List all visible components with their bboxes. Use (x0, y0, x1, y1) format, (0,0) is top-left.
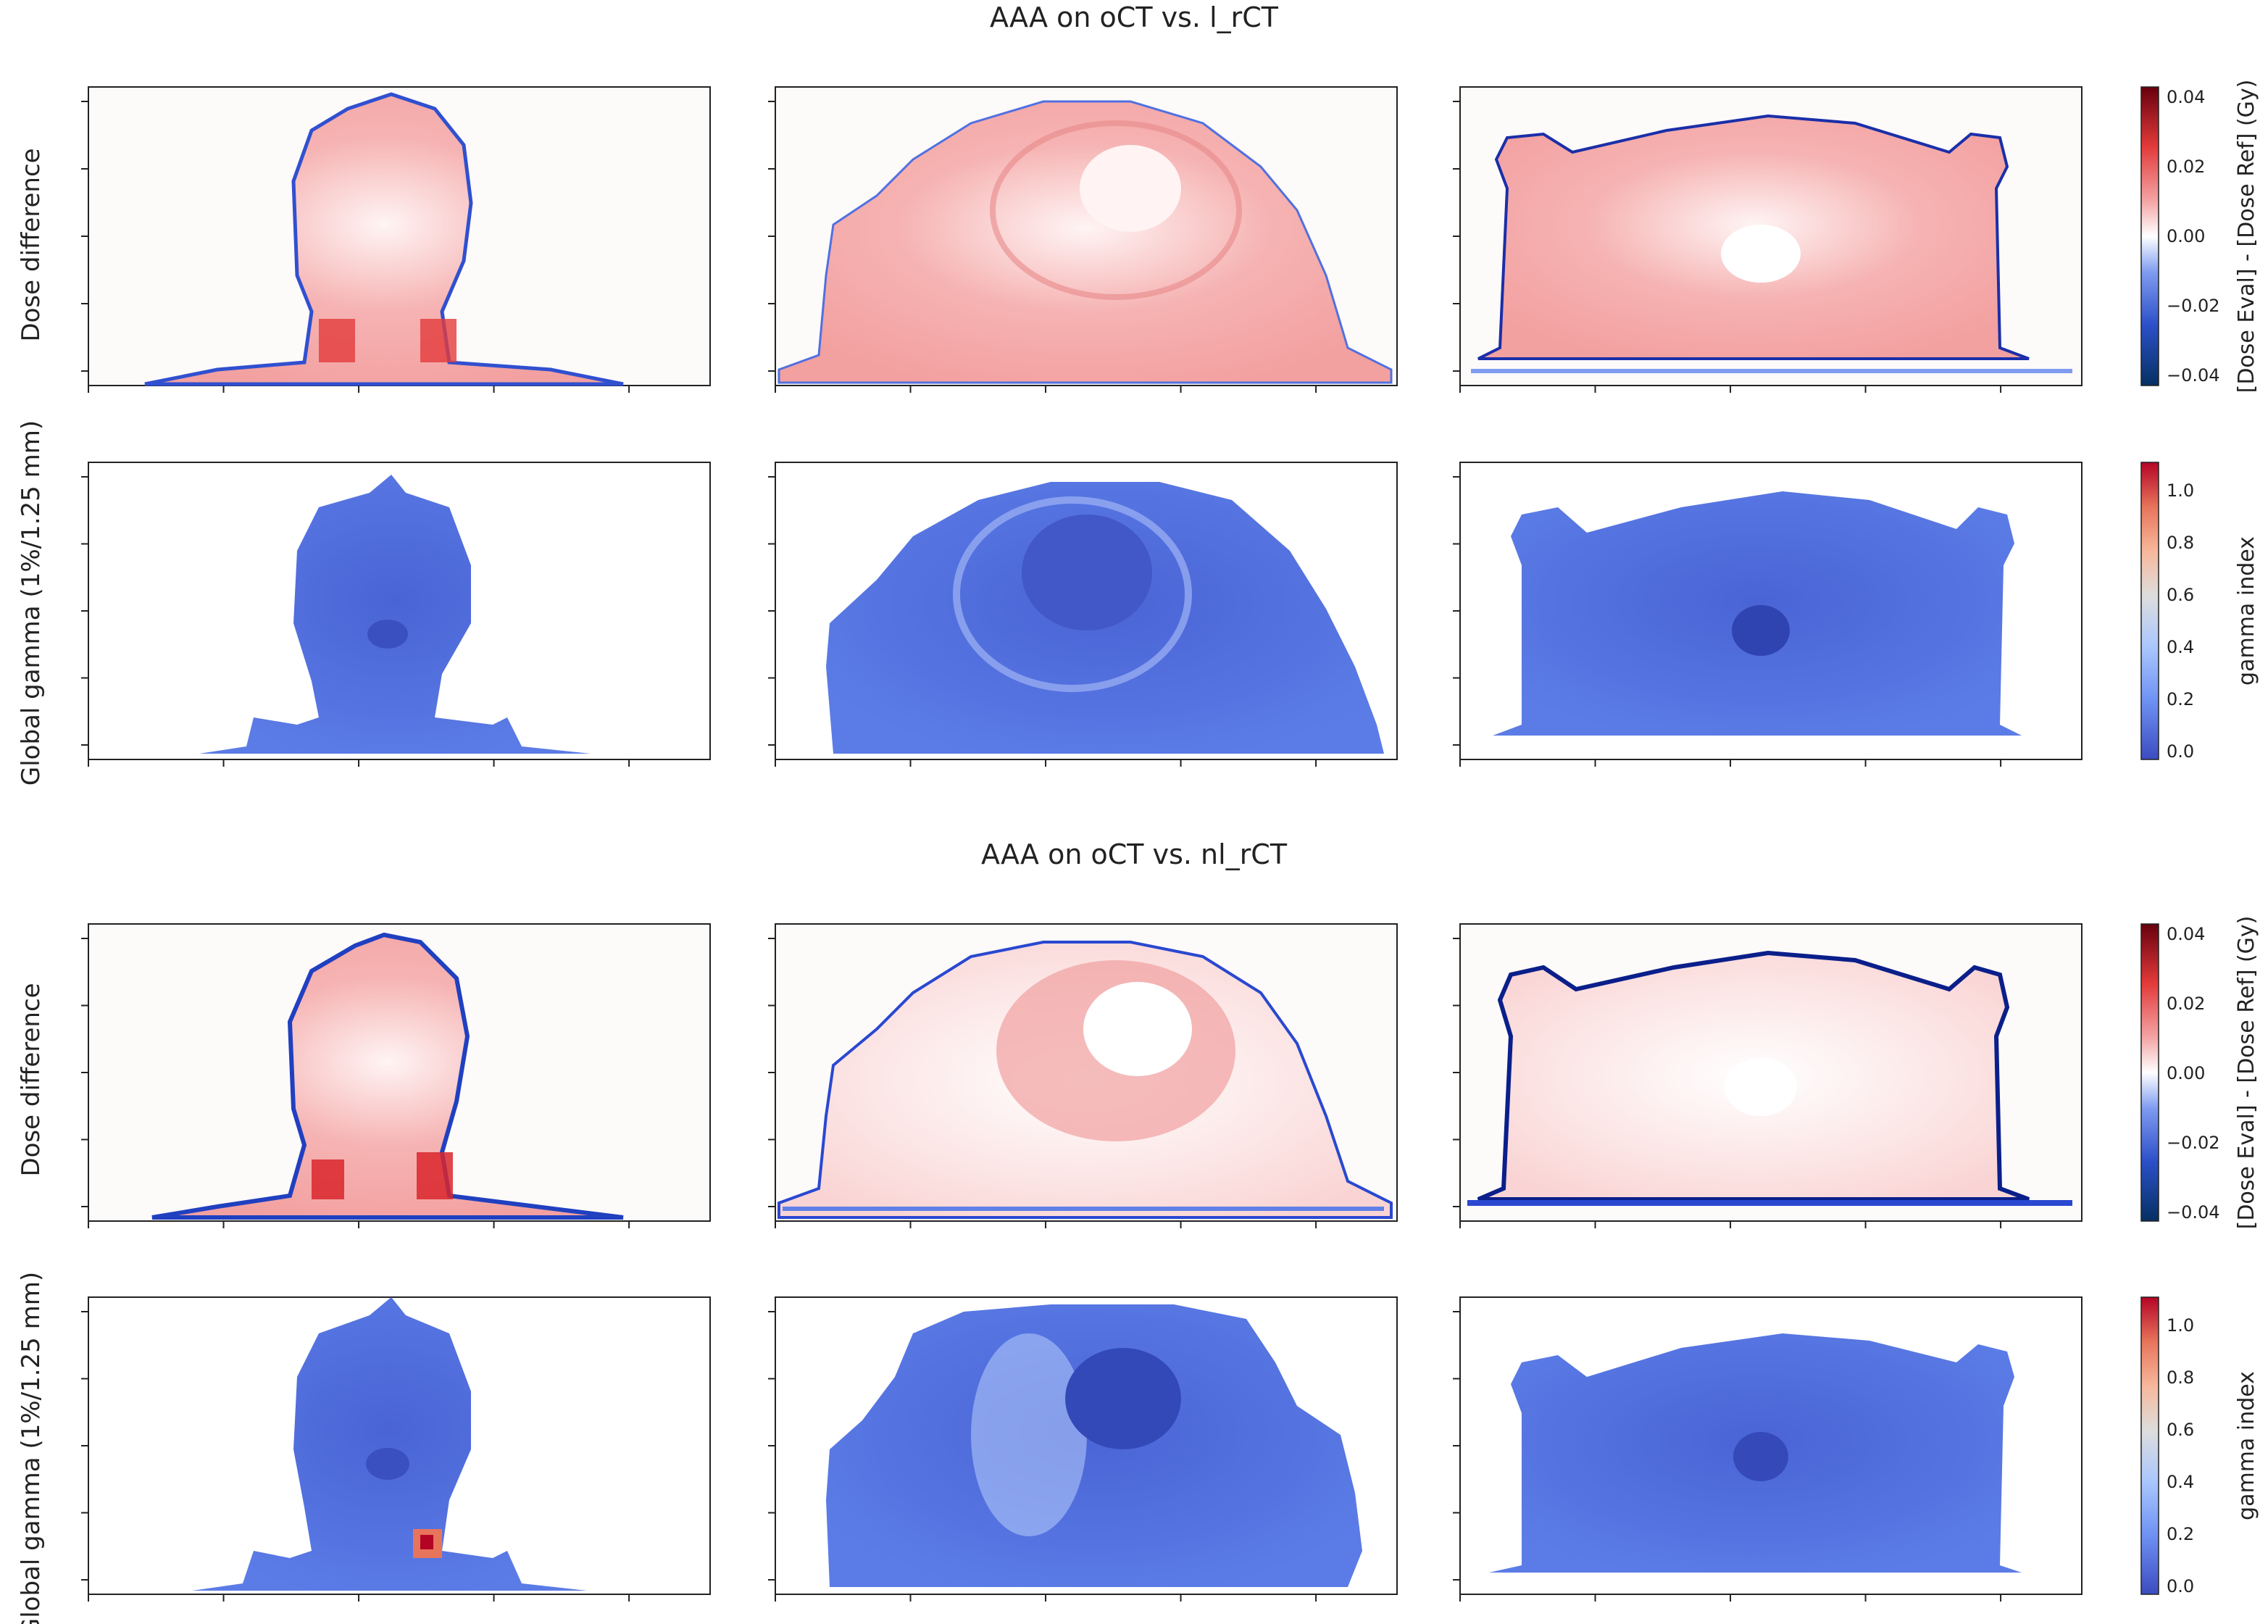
cb1-tick-1: 0.02 (2167, 157, 2205, 177)
panel-head-gamma-1 (88, 462, 711, 760)
row-gamma-2: Global gamma (1%/1.25 mm) (17, 1272, 2083, 1624)
panel-pelvis-diff-2 (1459, 923, 2083, 1222)
panel-pelvis-diff-1 (1459, 86, 2083, 386)
axis-tick-marks (81, 101, 2002, 1602)
ylabel-gamma-2: Global gamma (1%/1.25 mm) (17, 1272, 46, 1624)
cb2-tick-4: 0.2 (2167, 689, 2194, 709)
colorbar-label-diff-1: [Dose Eval] - [Dose Ref] (Gy) (2234, 80, 2259, 393)
cb2-tick-5: 0.0 (2167, 741, 2194, 762)
cb2-tick-1: 0.8 (2167, 533, 2194, 553)
colorbar-gamma-2: 1.0 0.8 0.6 0.4 0.2 0.0 gamma index (2140, 1296, 2259, 1596)
cb1-tick-4: −0.04 (2167, 365, 2220, 386)
cb2-tick-0: 1.0 (2167, 480, 2194, 501)
colorbar-label-gamma-1: gamma index (2234, 536, 2259, 686)
row-gamma-1: Global gamma (1%/1.25 mm) (17, 420, 2083, 786)
panel-thorax-gamma-1 (775, 462, 1398, 760)
ylabel-gamma-1: Global gamma (1%/1.25 mm) (17, 420, 46, 786)
panel-pelvis-gamma-2 (1459, 1296, 2083, 1595)
panel-head-diff-2 (88, 923, 711, 1222)
cb1-tick-2: 0.00 (2167, 226, 2205, 246)
row-dose-difference-2: Dose difference (17, 923, 2083, 1222)
cb4-tick-2: 0.6 (2167, 1420, 2194, 1440)
cb4-tick-0: 1.0 (2167, 1315, 2194, 1336)
section-title-2: AAA on oCT vs. nl_rCT (980, 838, 1288, 870)
cb3-tick-3: −0.02 (2167, 1133, 2220, 1153)
ylabel-dose-difference-1: Dose difference (17, 148, 46, 341)
row-dose-difference-1: Dose difference (17, 86, 2083, 386)
panel-thorax-gamma-2 (775, 1296, 1398, 1595)
cb3-tick-2: 0.00 (2167, 1063, 2205, 1083)
ylabel-dose-difference-2: Dose difference (17, 983, 46, 1176)
cb1-tick-0: 0.04 (2167, 87, 2205, 107)
cb2-tick-2: 0.6 (2167, 585, 2194, 605)
section-title-1: AAA on oCT vs. l_rCT (989, 1, 1279, 33)
cb3-tick-0: 0.04 (2167, 924, 2205, 944)
panel-thorax-diff-1 (775, 86, 1398, 386)
panel-head-gamma-2 (88, 1296, 711, 1595)
colorbar-label-gamma-2: gamma index (2234, 1371, 2259, 1520)
panel-pelvis-gamma-1 (1459, 462, 2083, 760)
cb2-tick-3: 0.4 (2167, 637, 2194, 657)
cb1-tick-3: −0.02 (2167, 296, 2220, 316)
cb4-tick-5: 0.0 (2167, 1576, 2194, 1596)
panel-thorax-diff-2 (775, 923, 1398, 1222)
cb4-tick-4: 0.2 (2167, 1524, 2194, 1544)
cb4-tick-3: 0.4 (2167, 1472, 2194, 1492)
cb3-tick-4: −0.04 (2167, 1202, 2220, 1223)
cb4-tick-1: 0.8 (2167, 1367, 2194, 1388)
colorbar-diff-1: 0.04 0.02 0.00 −0.02 −0.04 [Dose Eval] -… (2140, 80, 2259, 393)
colorbar-label-diff-2: [Dose Eval] - [Dose Ref] (Gy) (2234, 916, 2259, 1230)
colorbar-gamma-1: 1.0 0.8 0.6 0.4 0.2 0.0 gamma index (2140, 462, 2259, 762)
colorbar-diff-2: 0.04 0.02 0.00 −0.02 −0.04 [Dose Eval] -… (2140, 916, 2259, 1230)
panel-head-diff-1 (88, 86, 711, 386)
cb3-tick-1: 0.02 (2167, 994, 2205, 1014)
